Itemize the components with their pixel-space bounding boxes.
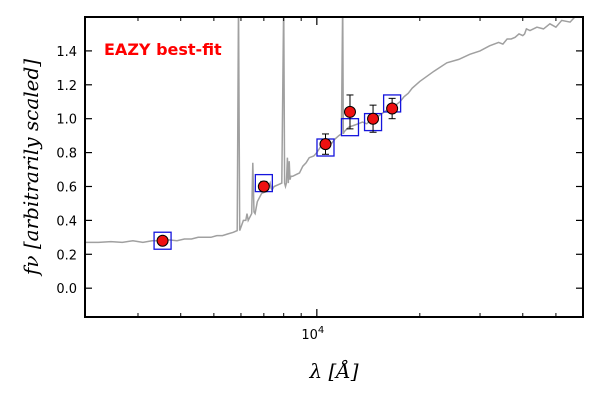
y-tick-label: 0.2 xyxy=(56,248,77,263)
y-tick-label: 0.0 xyxy=(56,282,77,297)
x-tick-label: 104 xyxy=(301,325,324,343)
y-axis-label: fν [arbitrarily scaled] xyxy=(19,59,43,277)
y-tick-label: 1.4 xyxy=(56,45,77,60)
model-photometry-box xyxy=(153,231,172,250)
best-fit-template-line xyxy=(85,17,576,244)
y-tick-label: 0.8 xyxy=(56,147,77,162)
observed-point xyxy=(257,180,270,193)
observed-point xyxy=(319,138,332,151)
y-tick-label: 1.0 xyxy=(56,113,77,128)
y-tick-label: 1.2 xyxy=(56,79,77,94)
plot-frame xyxy=(84,16,584,318)
y-tick-label: 0.6 xyxy=(56,180,77,195)
observed-point xyxy=(343,105,356,118)
observed-point xyxy=(386,102,399,115)
observed-point xyxy=(156,234,169,247)
observed-point xyxy=(367,112,380,125)
y-tick-label: 0.4 xyxy=(56,214,77,229)
x-axis-label: λ [Å] xyxy=(308,358,358,383)
chart-annotation: EAZY best-fit xyxy=(104,40,222,59)
